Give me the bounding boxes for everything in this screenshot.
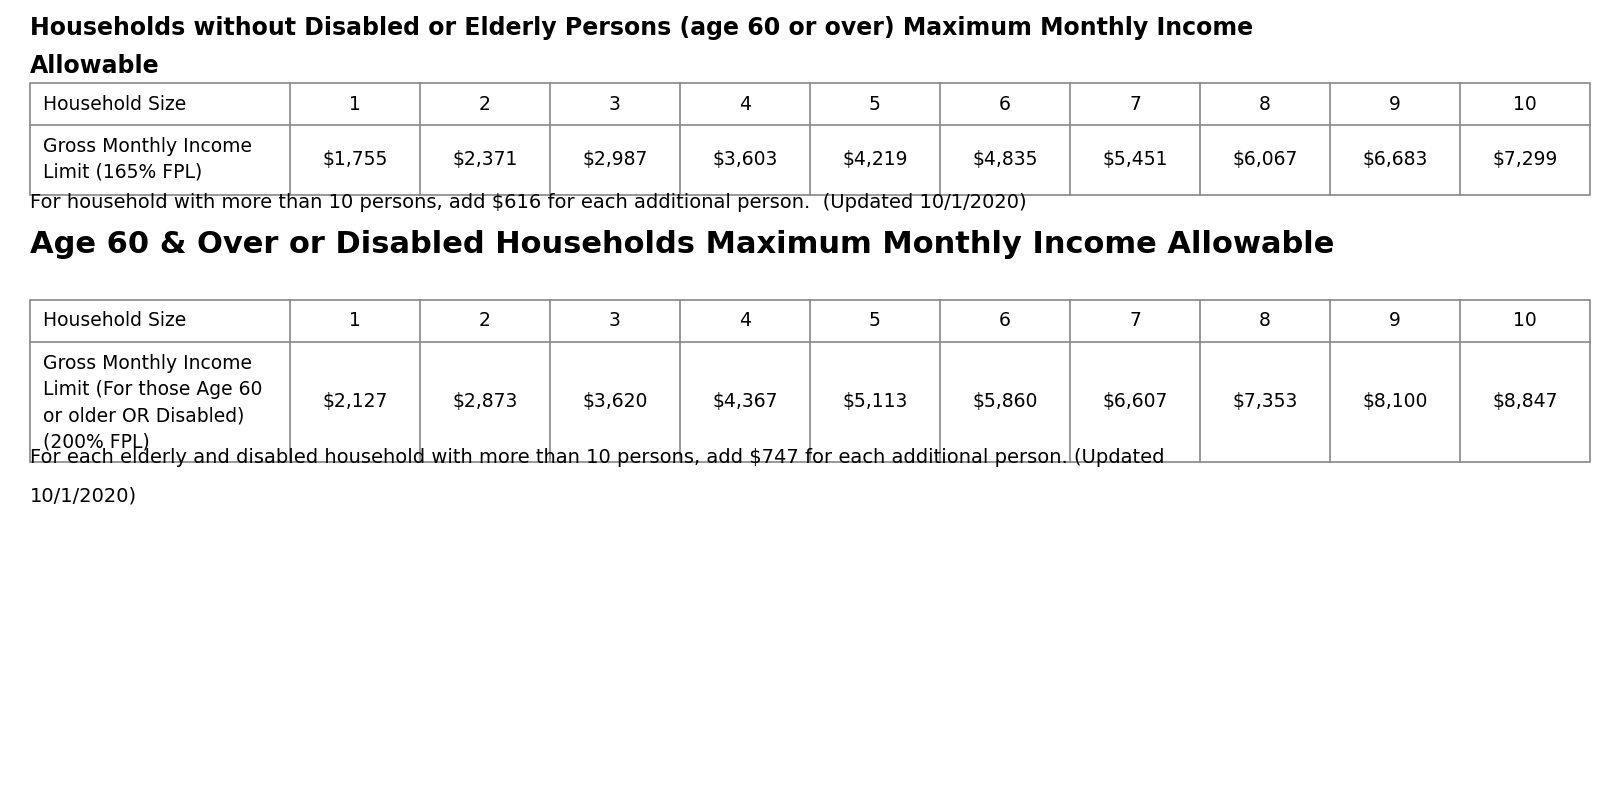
Text: $4,367: $4,367: [712, 392, 778, 411]
Text: $8,100: $8,100: [1362, 392, 1427, 411]
Text: $8,847: $8,847: [1493, 392, 1558, 411]
Text: $2,371: $2,371: [453, 151, 518, 169]
Text: Household Size: Household Size: [43, 311, 186, 330]
Text: 7: 7: [1130, 95, 1141, 113]
Text: 4: 4: [739, 311, 750, 330]
Text: 3: 3: [610, 311, 621, 330]
Text: $3,603: $3,603: [712, 151, 778, 169]
Text: (200% FPL): (200% FPL): [43, 432, 150, 451]
Text: 5: 5: [869, 95, 882, 113]
Text: $3,620: $3,620: [582, 392, 648, 411]
Text: $6,067: $6,067: [1232, 151, 1298, 169]
Text: $4,835: $4,835: [973, 151, 1038, 169]
Bar: [30, 83, 1590, 195]
Text: $6,683: $6,683: [1362, 151, 1427, 169]
Text: $2,873: $2,873: [453, 392, 518, 411]
Text: Limit (165% FPL): Limit (165% FPL): [43, 163, 202, 182]
Text: $4,219: $4,219: [842, 151, 907, 169]
Text: For household with more than 10 persons, add $616 for each additional person.  (: For household with more than 10 persons,…: [30, 193, 1027, 212]
Text: Gross Monthly Income: Gross Monthly Income: [43, 137, 253, 156]
Bar: [30, 300, 1590, 462]
Text: 7: 7: [1130, 311, 1141, 330]
Text: $5,113: $5,113: [842, 392, 907, 411]
Text: 1: 1: [349, 311, 362, 330]
Text: $7,353: $7,353: [1232, 392, 1298, 411]
Text: 2: 2: [478, 311, 491, 330]
Text: 2: 2: [478, 95, 491, 113]
Text: $1,755: $1,755: [322, 151, 387, 169]
Text: 10/1/2020): 10/1/2020): [30, 486, 138, 505]
Text: 4: 4: [739, 95, 750, 113]
Text: 10: 10: [1514, 95, 1538, 113]
Text: 10: 10: [1514, 311, 1538, 330]
Text: 1: 1: [349, 95, 362, 113]
Text: 9: 9: [1389, 95, 1402, 113]
Text: Households without Disabled or Elderly Persons (age 60 or over) Maximum Monthly : Households without Disabled or Elderly P…: [30, 16, 1253, 40]
Text: 6: 6: [998, 311, 1011, 330]
Text: $6,607: $6,607: [1102, 392, 1168, 411]
Text: $2,987: $2,987: [582, 151, 648, 169]
Text: 8: 8: [1259, 95, 1270, 113]
Text: 6: 6: [998, 95, 1011, 113]
Text: 5: 5: [869, 311, 882, 330]
Text: Age 60 & Over or Disabled Households Maximum Monthly Income Allowable: Age 60 & Over or Disabled Households Max…: [30, 230, 1334, 259]
Text: $5,451: $5,451: [1102, 151, 1168, 169]
Text: Allowable: Allowable: [30, 54, 160, 78]
Text: 8: 8: [1259, 311, 1270, 330]
Text: Gross Monthly Income: Gross Monthly Income: [43, 354, 253, 373]
Text: 3: 3: [610, 95, 621, 113]
Text: $7,299: $7,299: [1493, 151, 1558, 169]
Text: 9: 9: [1389, 311, 1402, 330]
Text: $5,860: $5,860: [973, 392, 1038, 411]
Text: For each elderly and disabled household with more than 10 persons, add $747 for : For each elderly and disabled household …: [30, 448, 1165, 467]
Text: or older OR Disabled): or older OR Disabled): [43, 406, 245, 425]
Text: Limit (For those Age 60: Limit (For those Age 60: [43, 380, 262, 399]
Text: $2,127: $2,127: [322, 392, 387, 411]
Text: Household Size: Household Size: [43, 95, 186, 113]
